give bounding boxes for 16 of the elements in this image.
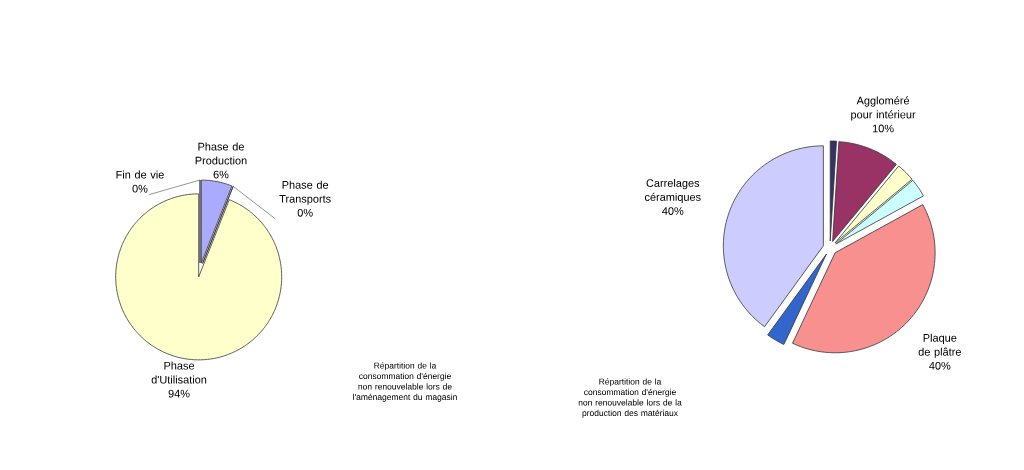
category-label: Fin de vie: [116, 170, 164, 179]
data-label: 6%: [213, 170, 229, 179]
slice-label: Carrelages céramiques: [644, 178, 701, 204]
slice-label: Phase d'Utilisation: [151, 361, 207, 384]
category-label: Phase de Transports: [279, 180, 331, 205]
data-label: 10%: [872, 124, 894, 133]
data-label: 94%: [168, 389, 190, 398]
data-label: 40%: [929, 361, 951, 370]
text: 0%: [297, 208, 313, 217]
slice-label: Aggloméré pour intérieur: [851, 96, 916, 121]
text: Répartition de la consommation d'énergie non renouvelable lors de la production des matériaux: [578, 378, 682, 418]
slice-label: Phase de Production: [195, 142, 247, 165]
data-label: 40%: [662, 207, 684, 215]
slice-label: Plaque de plâtre: [918, 333, 961, 358]
text: Répartition de la consommation d'énergie non renouvelable lors de l'aménagement du magasin: [353, 362, 457, 402]
text: 0%: [132, 184, 148, 193]
